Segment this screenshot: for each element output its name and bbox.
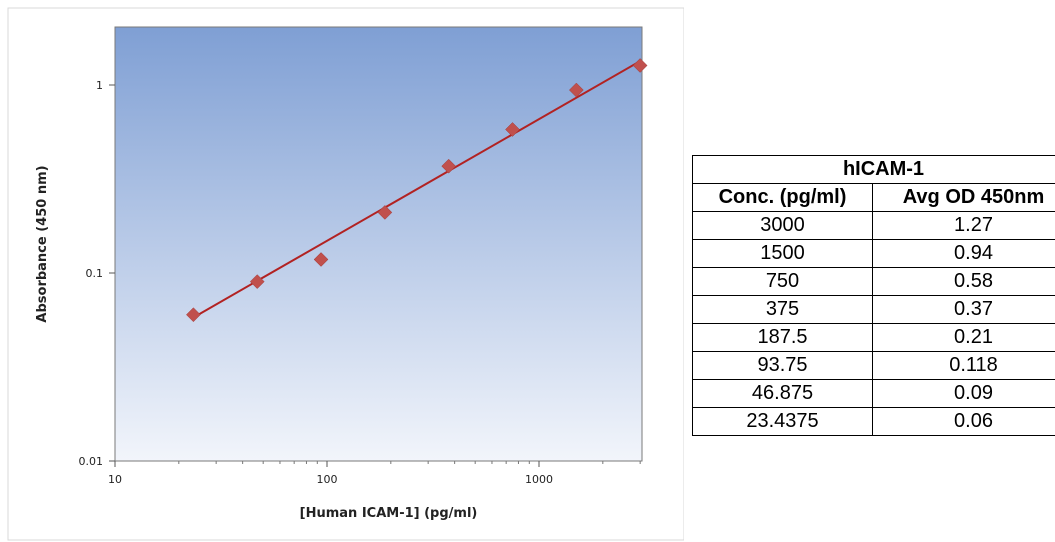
y-axis-label: Absorbance (450 nm) (35, 165, 50, 322)
od-cell: 0.37 (871, 295, 1055, 324)
table-title: hICAM-1 (692, 155, 1055, 184)
table-row: 23.4375 0.06 (692, 407, 1055, 436)
y-tick-label: 0.01 (79, 455, 104, 468)
data-point (505, 122, 520, 137)
table-row: 93.75 0.118 (692, 351, 1055, 380)
conc-cell: 93.75 (692, 351, 873, 380)
data-point (186, 307, 201, 323)
conc-cell: 1500 (692, 239, 873, 268)
od-cell: 0.21 (871, 323, 1055, 352)
table-row: 3000 1.27 (692, 211, 1055, 240)
standards-table-container: hICAM-1 Conc. (pg/ml) Avg OD 450nm 3000 … (692, 155, 1055, 542)
standards-table: hICAM-1 Conc. (pg/ml) Avg OD 450nm 3000 … (692, 155, 1055, 436)
od-cell: 0.94 (871, 239, 1055, 268)
table-row: 750 0.58 (692, 267, 1055, 296)
column-header-od: Avg OD 450nm (871, 183, 1055, 212)
standard-curve-chart: 10 100 1000 0.01 0.1 1 [Human ICAM-1] (pg/ml)… (7, 7, 684, 541)
table-row: 46.875 0.09 (692, 379, 1055, 408)
od-cell: 0.09 (871, 379, 1055, 408)
fit-line (192, 60, 641, 319)
plot-area (114, 26, 643, 462)
conc-cell: 187.5 (692, 323, 873, 352)
conc-cell: 3000 (692, 211, 873, 240)
x-tick-label: 10 (108, 473, 122, 486)
conc-cell: 46.875 (692, 379, 873, 408)
table-row: 375 0.37 (692, 295, 1055, 324)
x-tick-label: 100 (317, 473, 338, 486)
conc-cell: 750 (692, 267, 873, 296)
data-point (249, 274, 265, 289)
data-point (377, 205, 393, 220)
column-header-conc: Conc. (pg/ml) (692, 183, 873, 212)
x-axis-label: [Human ICAM-1] (pg/ml) (300, 506, 478, 521)
data-point (441, 158, 457, 174)
od-cell: 0.06 (871, 407, 1055, 436)
data-point (313, 252, 329, 267)
od-cell: 1.27 (871, 211, 1055, 240)
conc-cell: 23.4375 (692, 407, 873, 436)
data-point (632, 58, 648, 73)
od-cell: 0.118 (871, 351, 1055, 380)
data-point (568, 82, 584, 98)
conc-cell: 375 (692, 295, 873, 324)
y-tick-label: 1 (96, 79, 103, 92)
chart-container: 10 100 1000 0.01 0.1 1 [Human ICAM-1] (pg/ml)… (7, 7, 684, 541)
chart-frame (7, 7, 684, 541)
y-tick-label: 0.1 (86, 267, 104, 280)
table-row: 187.5 0.21 (692, 323, 1055, 352)
table-row: 1500 0.94 (692, 239, 1055, 268)
x-tick-label: 1000 (525, 473, 553, 486)
od-cell: 0.58 (871, 267, 1055, 296)
